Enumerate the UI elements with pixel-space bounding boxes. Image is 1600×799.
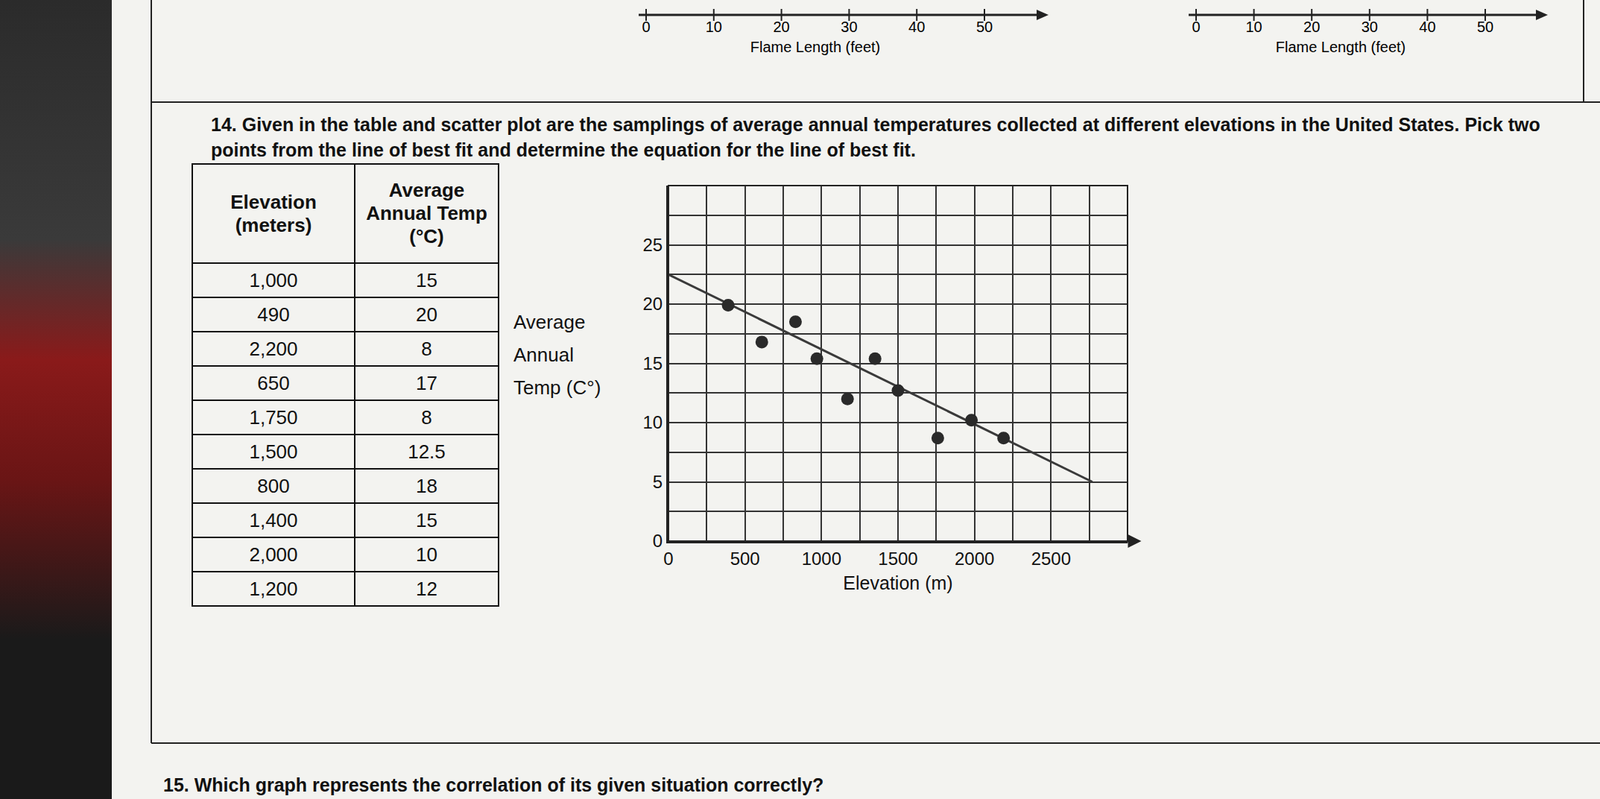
svg-text:Flame Length (feet): Flame Length (feet) bbox=[1275, 38, 1407, 56]
svg-text:20: 20 bbox=[772, 18, 790, 36]
html-text:18: 18 bbox=[415, 474, 438, 497]
html-text:1,500: 1,500 bbox=[249, 440, 298, 463]
html-text:8: 8 bbox=[421, 337, 433, 360]
html-text:650: 650 bbox=[257, 371, 290, 394]
svg-text:500: 500 bbox=[730, 548, 761, 569]
svg-text:20: 20 bbox=[642, 293, 663, 314]
svg-text:5: 5 bbox=[652, 471, 663, 492]
html-text:1,750: 1,750 bbox=[249, 405, 298, 429]
html-text:20: 20 bbox=[415, 302, 438, 326]
svg-text:Flame Length (feet): Flame Length (feet) bbox=[750, 38, 881, 56]
html-text:14. Given in the table and sca: 14. Given in the table and scatter plot … bbox=[210, 114, 1541, 161]
html-text:1,000: 1,000 bbox=[249, 268, 298, 292]
html-text:15: 15 bbox=[415, 508, 438, 531]
svg-text:0: 0 bbox=[652, 530, 663, 551]
svg-text:0: 0 bbox=[663, 548, 673, 569]
html-text:Average Annual Temp (°C): Average Annual Temp (°C) bbox=[365, 178, 488, 248]
html-text:12: 12 bbox=[415, 577, 438, 600]
html-text:Average Annual Temp (C°): Average Annual Temp (C°) bbox=[513, 310, 601, 399]
svg-text:0: 0 bbox=[1191, 18, 1200, 36]
html-text:2,000: 2,000 bbox=[249, 542, 298, 566]
html-text:17: 17 bbox=[415, 371, 438, 394]
svg-text:10: 10 bbox=[1245, 18, 1262, 36]
svg-text:30: 30 bbox=[840, 18, 858, 36]
svg-text:Elevation (m): Elevation (m) bbox=[842, 572, 953, 594]
svg-text:0: 0 bbox=[641, 18, 650, 36]
html-text:Elevation (meters): Elevation (meters) bbox=[230, 190, 317, 236]
svg-text:50: 50 bbox=[976, 18, 993, 36]
svg-text:40: 40 bbox=[908, 18, 925, 36]
html-text:10: 10 bbox=[415, 542, 438, 566]
svg-text:1500: 1500 bbox=[877, 548, 918, 569]
html-text:800: 800 bbox=[257, 474, 290, 497]
svg-text:15: 15 bbox=[642, 353, 663, 374]
html-text:15: 15 bbox=[415, 268, 438, 292]
html-text:2,200: 2,200 bbox=[249, 337, 298, 360]
html-text:8: 8 bbox=[421, 405, 433, 429]
svg-text:30: 30 bbox=[1361, 18, 1378, 36]
svg-text:20: 20 bbox=[1303, 18, 1320, 36]
svg-text:10: 10 bbox=[705, 18, 723, 36]
svg-text:25: 25 bbox=[642, 234, 663, 255]
svg-text:1000: 1000 bbox=[801, 548, 842, 569]
html-text:490: 490 bbox=[257, 302, 290, 326]
svg-text:50: 50 bbox=[1477, 18, 1494, 36]
html-text:15. Which graph represents the: 15. Which graph represents the correlati… bbox=[163, 774, 824, 796]
html-text:12.5: 12.5 bbox=[407, 440, 446, 463]
svg-text:2000: 2000 bbox=[954, 548, 995, 569]
html-text:1,200: 1,200 bbox=[249, 577, 298, 600]
svg-text:40: 40 bbox=[1418, 18, 1436, 36]
html-text:1,400: 1,400 bbox=[249, 508, 298, 531]
svg-text:2500: 2500 bbox=[1031, 548, 1071, 569]
svg-text:10: 10 bbox=[642, 412, 663, 433]
